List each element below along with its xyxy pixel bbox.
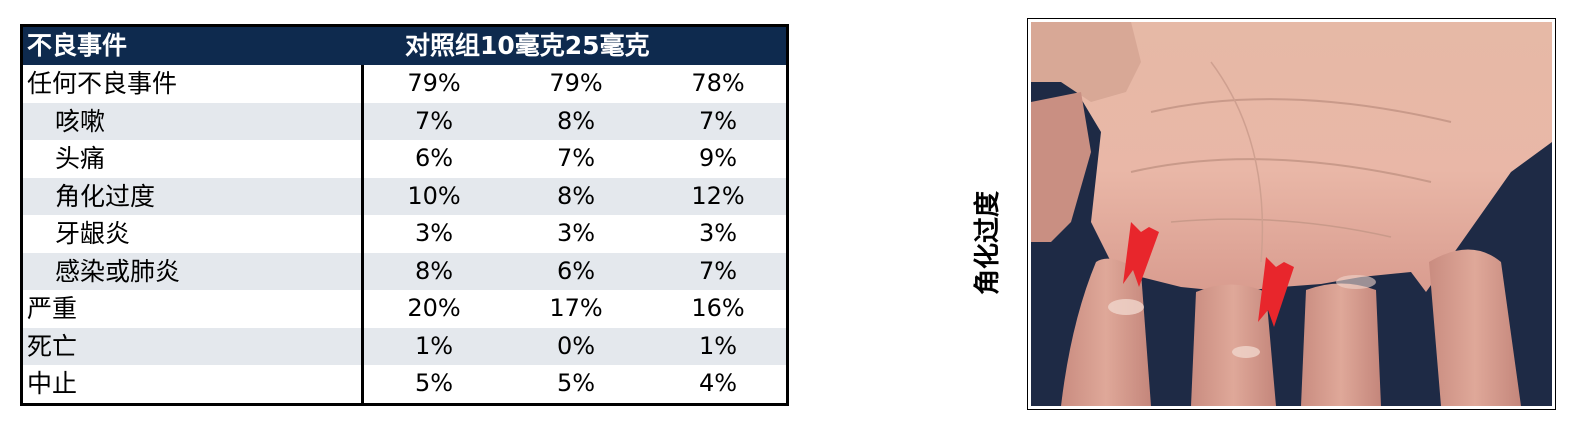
column-divider bbox=[361, 65, 364, 403]
cell-control: 3% bbox=[414, 219, 454, 247]
table-row: 死亡 1% 0% 1% bbox=[23, 327, 786, 365]
cell-control: 6% bbox=[414, 144, 454, 172]
palm-illustration bbox=[1031, 22, 1552, 406]
cell-25mg: 16% bbox=[691, 294, 745, 322]
cell-control: 1% bbox=[414, 331, 454, 360]
cell-10mg: 5% bbox=[556, 369, 596, 397]
cell-10mg: 6% bbox=[556, 256, 596, 285]
arrow-right bbox=[1258, 257, 1294, 327]
row-label: 头痛 bbox=[55, 144, 106, 173]
photo-caption: 角化过度 bbox=[973, 190, 1003, 295]
row-label: 任何不良事件 bbox=[27, 69, 178, 98]
row-label: 咳嗽 bbox=[55, 106, 106, 136]
cell-10mg: 3% bbox=[556, 219, 596, 247]
cell-25mg: 78% bbox=[691, 69, 745, 97]
cell-25mg: 3% bbox=[698, 219, 738, 247]
row-label: 角化过度 bbox=[55, 181, 156, 211]
table-row: 牙龈炎 3% 3% 3% bbox=[23, 215, 786, 253]
cell-control: 8% bbox=[414, 256, 454, 285]
cell-25mg: 7% bbox=[698, 256, 738, 285]
table-row: 咳嗽 7% 8% 7% bbox=[23, 102, 786, 140]
cell-10mg: 7% bbox=[556, 144, 596, 172]
table-row: 中止 5% 5% 4% bbox=[23, 365, 786, 403]
row-label: 牙龈炎 bbox=[55, 219, 131, 248]
cell-10mg: 79% bbox=[549, 69, 603, 97]
cell-10mg: 0% bbox=[556, 331, 596, 360]
row-label: 中止 bbox=[27, 369, 78, 398]
table-row: 头痛 6% 7% 9% bbox=[23, 140, 786, 178]
adverse-events-table: 不良事件 对照组10毫克25毫克 任何不良事件 79% 79% 78% 咳嗽 7… bbox=[20, 24, 789, 406]
cell-25mg: 7% bbox=[698, 106, 738, 135]
cell-25mg: 9% bbox=[698, 144, 738, 172]
cell-control: 10% bbox=[407, 181, 461, 210]
table-row: 感染或肺炎 8% 6% 7% bbox=[23, 252, 786, 290]
table-header: 不良事件 对照组10毫克25毫克 bbox=[23, 27, 786, 65]
cell-control: 20% bbox=[407, 294, 461, 322]
cell-25mg: 1% bbox=[698, 331, 738, 360]
hyperkeratosis-photo bbox=[1027, 18, 1556, 410]
cell-10mg: 8% bbox=[556, 181, 596, 210]
table-row: 严重 20% 17% 16% bbox=[23, 290, 786, 328]
table-row: 任何不良事件 79% 79% 78% bbox=[23, 65, 786, 103]
row-label: 死亡 bbox=[27, 331, 78, 361]
row-label: 感染或肺炎 bbox=[55, 256, 181, 286]
cell-10mg: 17% bbox=[549, 294, 603, 322]
cell-control: 5% bbox=[414, 369, 454, 397]
cell-10mg: 8% bbox=[556, 106, 596, 135]
row-label: 严重 bbox=[27, 294, 78, 323]
table-body: 任何不良事件 79% 79% 78% 咳嗽 7% 8% 7% 头痛 6% 7% … bbox=[23, 65, 786, 403]
cell-25mg: 4% bbox=[698, 369, 738, 397]
cell-25mg: 12% bbox=[691, 181, 745, 210]
header-groups: 对照组10毫克25毫克 bbox=[405, 31, 650, 60]
header-adverse-event: 不良事件 bbox=[27, 31, 128, 60]
arrow-left bbox=[1123, 222, 1159, 287]
table-row: 角化过度 10% 8% 12% bbox=[23, 177, 786, 215]
cell-control: 7% bbox=[414, 106, 454, 135]
cell-control: 79% bbox=[407, 69, 461, 97]
